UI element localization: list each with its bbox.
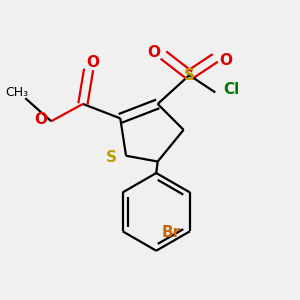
Text: CH₃: CH₃ bbox=[5, 86, 28, 99]
Text: O: O bbox=[34, 112, 48, 127]
Text: Br: Br bbox=[162, 225, 181, 240]
Text: S: S bbox=[106, 150, 117, 165]
Text: O: O bbox=[219, 53, 232, 68]
Text: Cl: Cl bbox=[223, 82, 239, 97]
Text: O: O bbox=[86, 55, 99, 70]
Text: O: O bbox=[147, 45, 160, 60]
Text: S: S bbox=[184, 68, 195, 83]
